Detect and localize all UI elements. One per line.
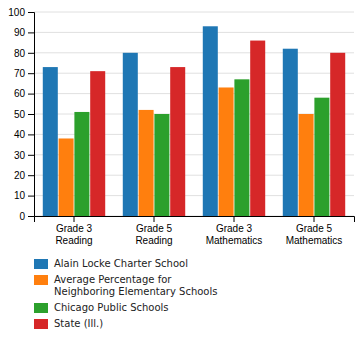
legend-label: Alain Locke Charter School (54, 258, 188, 269)
y-axis: 0 10 20 30 40 50 60 70 80 90 100 (8, 7, 34, 222)
tick-mark (28, 32, 34, 33)
tick-label: 30 (14, 150, 26, 161)
legend: Alain Locke Charter School Average Percen… (34, 258, 217, 330)
y-tick: 30 (14, 150, 34, 161)
bar (299, 114, 314, 216)
tick-label: 80 (14, 48, 26, 59)
tick-label: 70 (14, 68, 26, 79)
bar (123, 53, 138, 216)
y-tick: 40 (14, 129, 34, 140)
bar (139, 110, 154, 216)
bar (203, 26, 218, 216)
bar (234, 79, 249, 216)
x-axis: Grade 3Reading Grade 5Reading Grade 3Mathe… (35, 216, 355, 246)
bar (90, 71, 105, 216)
tick-label: Grade 5Reading (135, 223, 172, 246)
chart: 0102030405060708090100Grade 3ReadingGrad… (0, 0, 364, 338)
y-tick: 70 (14, 68, 34, 79)
bar (330, 53, 345, 216)
bars (43, 26, 345, 216)
tick-mark (74, 216, 75, 222)
axis-line (28, 13, 35, 217)
legend-label: Chicago Public Schools (54, 302, 169, 313)
y-tick: 90 (14, 27, 34, 38)
tick-mark (234, 216, 235, 222)
tick-mark (28, 53, 34, 54)
x-tick: Grade 5Reading (135, 216, 172, 246)
bar (43, 67, 58, 216)
legend-swatch (34, 259, 48, 269)
grid (34, 12, 354, 216)
tick-mark (28, 175, 34, 176)
y-tick: 100 (8, 7, 34, 18)
bar-series (90, 41, 345, 216)
tick-mark (154, 216, 155, 222)
tick-label: 90 (14, 27, 26, 38)
tick-mark (314, 216, 315, 222)
legend-item: Average Percentage forNeighboring Elemen… (34, 274, 217, 297)
bar (250, 41, 265, 216)
tick-mark (28, 73, 34, 74)
tick-label: 50 (14, 109, 26, 120)
y-tick: 80 (14, 48, 34, 59)
tick-mark (28, 196, 34, 197)
y-tick: 0 (19, 211, 34, 222)
bar-series (43, 26, 298, 216)
tick-mark (28, 134, 34, 135)
bar (170, 67, 185, 216)
tick-label: 0 (19, 211, 25, 222)
tick-mark (28, 12, 34, 13)
bar (314, 98, 329, 216)
bar (59, 138, 74, 216)
x-tick: Grade 3Reading (55, 216, 92, 246)
tick-label: 10 (14, 190, 26, 201)
tick-label: 60 (14, 88, 26, 99)
bar (283, 49, 298, 216)
bar (219, 87, 234, 216)
bar (154, 114, 169, 216)
legend-swatch (34, 319, 48, 329)
legend-item: Chicago Public Schools (34, 302, 169, 314)
grid-line (34, 93, 354, 94)
grid-line (34, 73, 354, 74)
legend-item: State (Ill.) (34, 318, 103, 330)
tick-label: Grade 3Mathematics (206, 223, 263, 246)
legend-swatch (34, 275, 48, 285)
tick-mark (28, 94, 34, 95)
grid-line (34, 12, 354, 13)
tick-mark (28, 216, 34, 217)
y-tick: 60 (14, 88, 34, 99)
grid-line (34, 52, 354, 53)
x-tick: Grade 5Mathematics (286, 216, 343, 246)
bar (74, 112, 89, 216)
tick-label: 100 (8, 7, 25, 18)
legend-label: Average Percentage forNeighboring Elemen… (54, 274, 217, 297)
legend-label: State (Ill.) (54, 318, 103, 329)
y-tick: 10 (14, 190, 34, 201)
tick-label: 20 (14, 170, 26, 181)
y-tick: 20 (14, 170, 34, 181)
grid-line (34, 32, 354, 33)
bar-series (74, 79, 329, 216)
legend-item: Alain Locke Charter School (34, 258, 188, 270)
tick-mark (28, 114, 34, 115)
legend-swatch (34, 303, 48, 313)
tick-label: Grade 5Mathematics (286, 223, 343, 246)
y-tick: 50 (14, 109, 34, 120)
axis-line (35, 217, 355, 223)
tick-label: 40 (14, 129, 26, 140)
x-tick: Grade 3Mathematics (206, 216, 263, 246)
tick-label: Grade 3Reading (55, 223, 92, 246)
tick-mark (28, 155, 34, 156)
